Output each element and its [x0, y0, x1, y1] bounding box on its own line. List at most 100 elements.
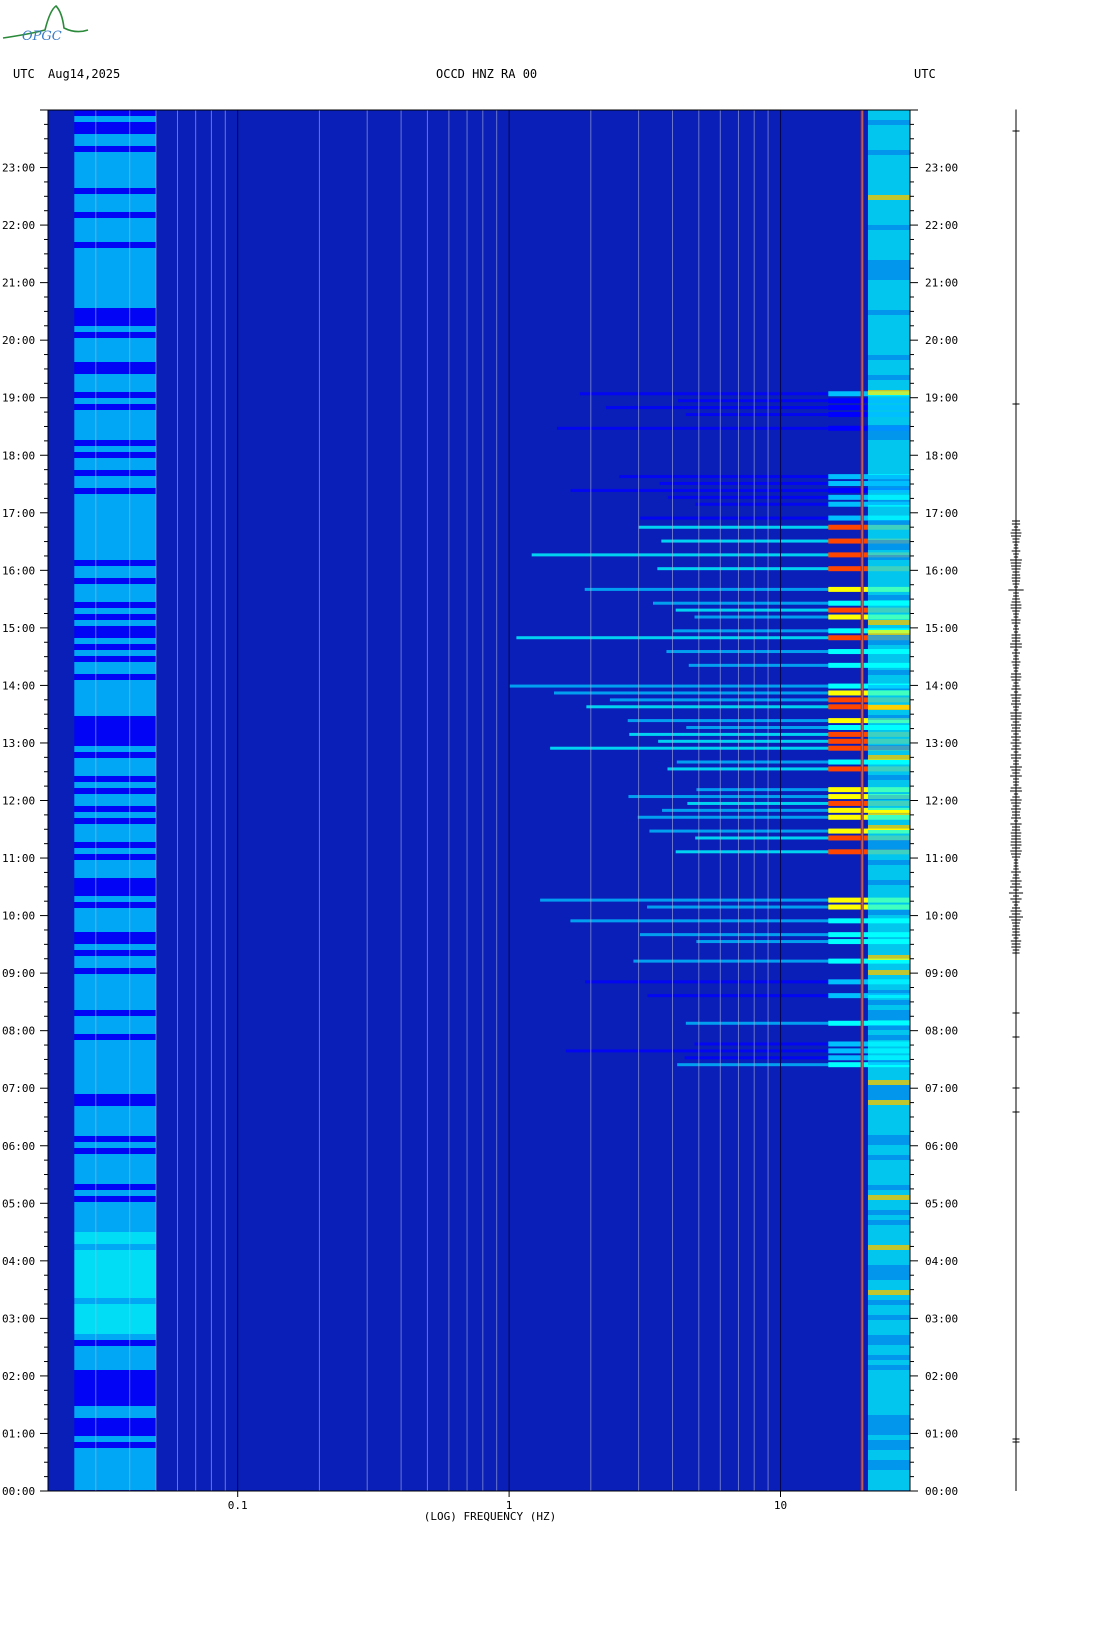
heatmap-cell	[867, 925, 910, 930]
heatmap-cell	[867, 1300, 910, 1305]
heatmap-cell	[74, 254, 157, 260]
time-tick-label: 01:00	[2, 1427, 35, 1440]
heatmap-cell	[868, 1505, 910, 1510]
heatmap-cell	[867, 195, 910, 200]
heatmap-cell	[628, 795, 850, 799]
heatmap-cell	[74, 1346, 157, 1352]
heatmap-cell	[867, 140, 910, 145]
heatmap-cell	[867, 355, 910, 360]
heatmap-cell	[867, 1405, 910, 1410]
heatmap-cell	[74, 794, 157, 800]
heatmap-cell	[867, 380, 910, 385]
heatmap-cell	[74, 476, 157, 482]
time-tick-label: 19:00	[2, 392, 35, 405]
heatmap-cell	[867, 1005, 910, 1010]
heatmap-cell	[74, 152, 157, 158]
heatmap-cell	[74, 176, 157, 182]
heatmap-cell	[74, 1172, 157, 1178]
heatmap-cell	[867, 990, 910, 995]
heatmap-cell	[74, 644, 157, 650]
heatmap-cell	[867, 1175, 910, 1180]
heatmap-cell	[867, 1180, 910, 1185]
heatmap-cell	[74, 698, 157, 704]
heatmap-cell	[74, 386, 157, 392]
heatmap-cell	[688, 663, 850, 667]
heatmap-cell	[74, 368, 157, 374]
heatmap-cell	[867, 1030, 910, 1035]
heatmap-cell	[867, 395, 910, 400]
heatmap-cell	[74, 320, 157, 326]
heatmap-cell	[74, 632, 157, 638]
heatmap-cell	[867, 1360, 910, 1365]
heatmap-cell	[867, 1150, 910, 1155]
time-tick-label: 21:00	[2, 277, 35, 290]
time-tick-label: 18:00	[925, 449, 958, 462]
heatmap-cell	[74, 398, 157, 404]
heatmap-cell	[661, 539, 850, 543]
heatmap-cell	[74, 1178, 157, 1184]
heatmap-cell	[696, 940, 850, 944]
heatmap-cell	[867, 275, 910, 280]
heatmap-cell	[74, 848, 157, 854]
heatmap-cell	[867, 1000, 910, 1005]
heatmap-cell	[867, 145, 910, 150]
time-tick-label: 14:00	[925, 679, 958, 692]
heatmap-cell	[74, 1154, 157, 1160]
heatmap-cell	[867, 425, 910, 430]
header-station: OCCD HNZ RA 00	[436, 67, 538, 81]
time-tick-label: 01:00	[925, 1427, 958, 1440]
time-tick-label: 08:00	[925, 1025, 958, 1038]
heatmap-cell	[74, 1268, 157, 1274]
heatmap-cell	[74, 140, 157, 146]
heatmap-cell	[867, 755, 910, 760]
heatmap-cell	[867, 1060, 910, 1065]
heatmap-cell	[74, 1394, 157, 1400]
heatmap-cell	[867, 365, 910, 370]
heatmap-cell	[74, 182, 157, 188]
heatmap-cell	[74, 860, 157, 866]
heatmap-cell	[659, 482, 850, 486]
heatmap-cell	[74, 1250, 157, 1256]
time-tick-label: 10:00	[925, 910, 958, 923]
seismogram-trace	[1008, 109, 1024, 1491]
heatmap-cell	[74, 1112, 157, 1118]
time-tick-label: 13:00	[2, 737, 35, 750]
heatmap-cell	[74, 380, 157, 386]
heatmap-cell	[867, 1460, 910, 1465]
heatmap-cell	[868, 1500, 910, 1505]
time-tick-label: 10:00	[2, 910, 35, 923]
header-left-utc: UTC	[13, 67, 35, 81]
heatmap-cell	[676, 760, 850, 764]
heatmap-cell	[557, 426, 850, 430]
heatmap-cell	[638, 525, 850, 529]
time-tick-label: 22:00	[925, 219, 958, 232]
heatmap-cell	[867, 1015, 910, 1020]
heatmap-cell	[867, 865, 910, 870]
heatmap-cell	[74, 1460, 157, 1466]
heatmap-cell	[74, 1370, 157, 1376]
heatmap-cell	[867, 945, 910, 950]
heatmap-cell	[867, 1350, 910, 1355]
heatmap-cell	[74, 1454, 157, 1460]
heatmap-cell	[867, 965, 910, 970]
heatmap-cell	[74, 374, 157, 380]
heatmap-cell	[867, 1370, 910, 1375]
heatmap-cell	[867, 300, 910, 305]
heatmap-cell	[74, 1328, 157, 1334]
heatmap-cell	[867, 125, 910, 130]
heatmap-cell	[867, 215, 910, 220]
heatmap-cell	[867, 985, 910, 990]
heatmap-cell	[867, 525, 910, 530]
heatmap-cell	[74, 812, 157, 818]
heatmap-cell	[694, 1042, 850, 1046]
heatmap-cell	[647, 994, 850, 998]
frequency-axis: 0.1 1 10	[228, 1491, 787, 1512]
heatmap-cell	[586, 705, 850, 709]
heatmap-cell	[867, 730, 910, 735]
heatmap-cell	[867, 295, 910, 300]
x-axis-label: (LOG) FREQUENCY (HZ)	[424, 1510, 556, 1523]
heatmap-cell	[74, 1130, 157, 1136]
heatmap-cell	[867, 775, 910, 780]
heatmap-cell	[867, 1140, 910, 1145]
